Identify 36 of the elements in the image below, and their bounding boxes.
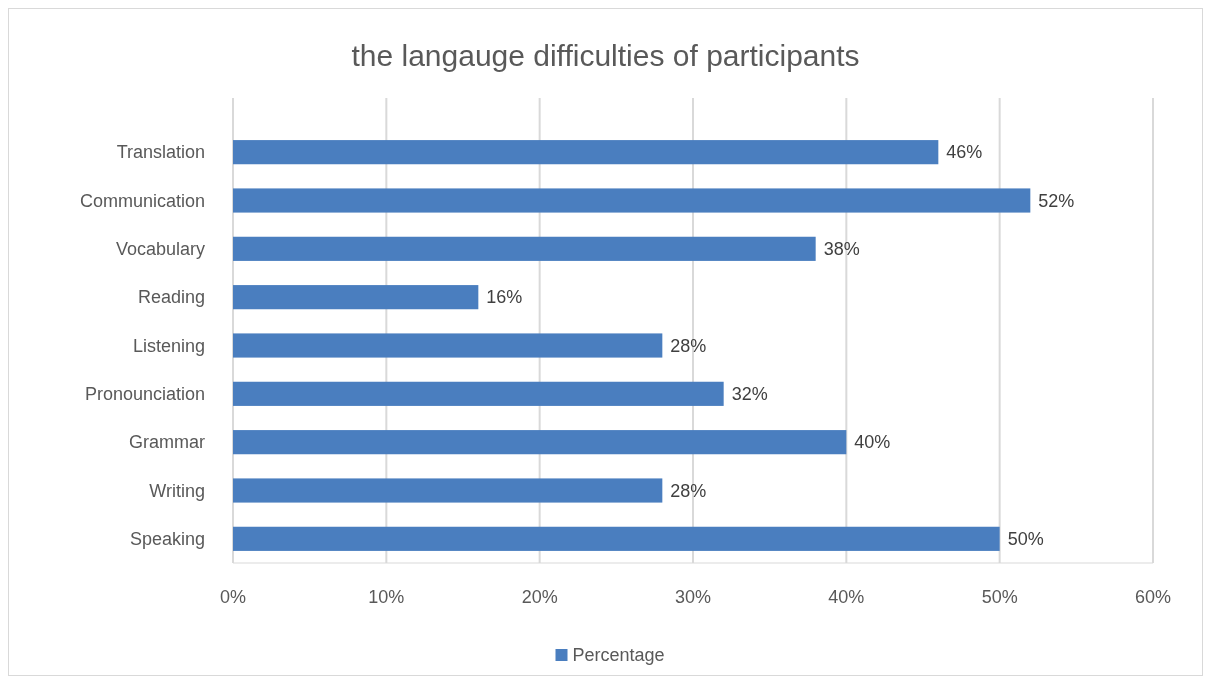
data-label: 28% bbox=[670, 335, 707, 356]
bar bbox=[233, 236, 816, 261]
bar bbox=[233, 333, 663, 358]
x-tick-label: 0% bbox=[219, 587, 247, 607]
bar bbox=[233, 478, 663, 503]
y-tick-label: Grammar bbox=[129, 432, 205, 453]
y-tick-label: Speaking bbox=[129, 529, 205, 550]
data-label: 40% bbox=[854, 432, 891, 453]
data-label: 32% bbox=[731, 384, 768, 405]
bar bbox=[233, 140, 939, 165]
data-label: 50% bbox=[1007, 529, 1044, 550]
y-tick-label: Writing bbox=[149, 480, 205, 501]
bar bbox=[233, 285, 479, 310]
x-tick-label: 10% bbox=[368, 587, 405, 607]
bar bbox=[233, 381, 724, 406]
chart-title: the langauge difficulties of participants bbox=[351, 39, 860, 72]
x-tick-label: 60% bbox=[1134, 587, 1172, 607]
bar bbox=[233, 526, 1000, 551]
bar bbox=[233, 430, 847, 455]
y-tick-label: Listening bbox=[132, 335, 205, 356]
y-tick-label: Reading bbox=[137, 287, 205, 308]
y-tick-label: Pronounciation bbox=[84, 384, 205, 405]
data-label: 16% bbox=[486, 287, 523, 308]
y-tick-label: Vocabulary bbox=[115, 239, 205, 260]
x-tick-label: 40% bbox=[828, 587, 865, 607]
bar bbox=[233, 188, 1031, 213]
y-tick-label: Communication bbox=[79, 190, 205, 211]
x-tick-label: 20% bbox=[521, 587, 558, 607]
y-tick-label: Translation bbox=[116, 142, 205, 163]
legend-label: Percentage bbox=[572, 645, 665, 666]
x-tick-label: 50% bbox=[981, 587, 1018, 607]
data-label: 28% bbox=[670, 480, 707, 501]
data-label: 52% bbox=[1038, 190, 1075, 211]
data-label: 46% bbox=[946, 142, 983, 163]
x-tick-label: 30% bbox=[674, 587, 712, 607]
data-label: 38% bbox=[823, 239, 860, 260]
